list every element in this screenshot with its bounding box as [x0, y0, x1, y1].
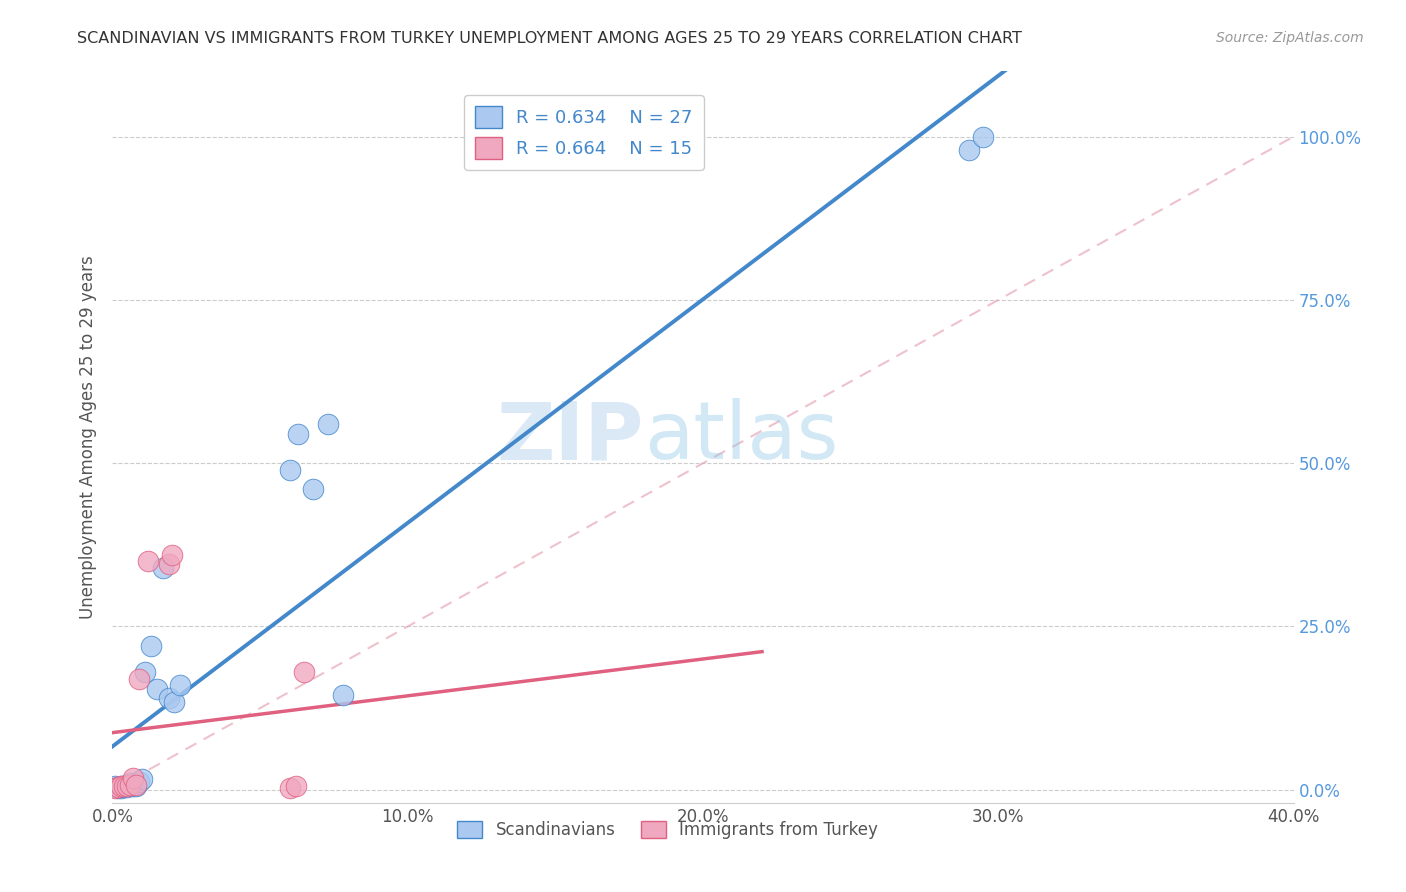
Point [292, 665, 315, 680]
Point [316, 417, 339, 431]
Point [152, 560, 174, 574]
Point [120, 776, 142, 790]
Point [973, 129, 995, 144]
Text: ZIP: ZIP [496, 398, 644, 476]
Point [107, 780, 129, 795]
Point [125, 780, 148, 794]
Point [122, 771, 145, 785]
Point [157, 691, 180, 706]
Point [117, 778, 138, 792]
Y-axis label: Unemployment Among Ages 25 to 29 years: Unemployment Among Ages 25 to 29 years [79, 255, 97, 619]
Point [117, 780, 138, 794]
Point [139, 639, 162, 653]
Point [117, 779, 138, 793]
Point [278, 463, 301, 477]
Point [302, 483, 325, 497]
Point [120, 778, 142, 792]
Point [128, 775, 150, 789]
Point [110, 779, 132, 793]
Point [287, 426, 309, 441]
Point [163, 695, 186, 709]
Point [957, 143, 980, 157]
Point [107, 780, 129, 794]
Point [131, 772, 153, 787]
Point [332, 688, 354, 702]
Point [110, 780, 132, 795]
Point [169, 678, 191, 692]
Point [146, 681, 169, 696]
Point [122, 780, 145, 794]
Point [110, 780, 132, 794]
Point [134, 665, 156, 680]
Point [104, 780, 127, 795]
Point [125, 778, 148, 792]
Point [128, 672, 150, 686]
Point [112, 779, 135, 793]
Text: SCANDINAVIAN VS IMMIGRANTS FROM TURKEY UNEMPLOYMENT AMONG AGES 25 TO 29 YEARS CO: SCANDINAVIAN VS IMMIGRANTS FROM TURKEY U… [77, 31, 1022, 46]
Point [278, 780, 301, 795]
Legend: Scandinavians, Immigrants from Turkey: Scandinavians, Immigrants from Turkey [451, 814, 884, 846]
Point [157, 558, 180, 572]
Text: Source: ZipAtlas.com: Source: ZipAtlas.com [1216, 31, 1364, 45]
Point [104, 780, 127, 794]
Point [112, 780, 135, 794]
Point [107, 780, 129, 794]
Point [160, 548, 183, 562]
Point [136, 554, 159, 568]
Text: atlas: atlas [644, 398, 838, 476]
Point [284, 780, 307, 794]
